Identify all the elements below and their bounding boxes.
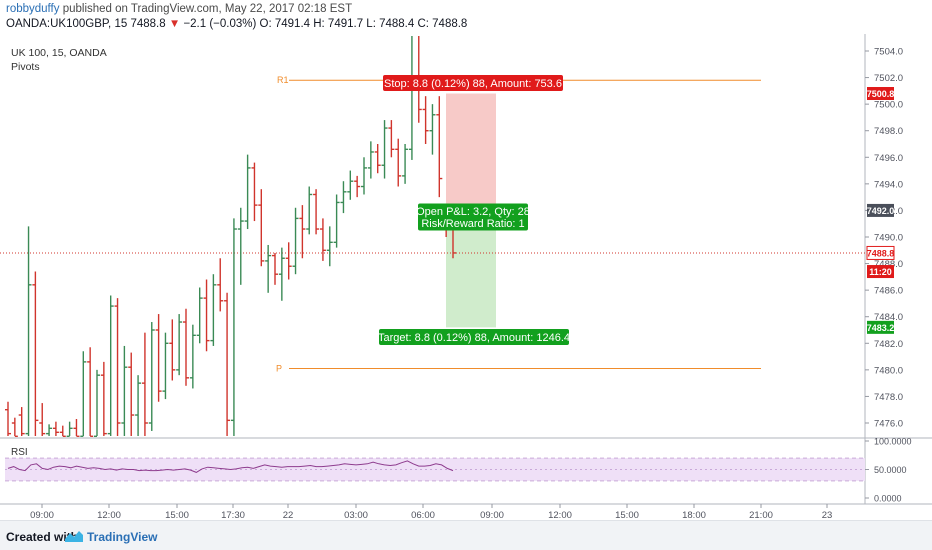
symbol-line: OANDA:UK100GBP, 15 7488.8 ▼ −2.1 (−0.03%… — [6, 18, 467, 30]
time-tick-label: 23 — [822, 510, 833, 520]
price-chart[interactable]: 7504.0 7502.0 7500.0 7498.0 7496.0 7494.0 7492… — [0, 34, 932, 520]
symbol-name: OANDA:UK100GBP, 15 — [6, 18, 128, 30]
stop-label-box[interactable] — [383, 75, 563, 91]
price-badge-entry — [867, 203, 894, 217]
price-badge-last — [866, 245, 895, 260]
tradingview-logo-icon — [65, 531, 83, 542]
price-tick-label: 7504.0 — [874, 47, 903, 58]
time-tick-label: 12:00 — [548, 510, 572, 520]
target-label-text: Target: 8.8 (0.12%) 88, Amount: 1246.4 — [378, 332, 570, 344]
price-tick-label: 7500.0 — [874, 100, 903, 111]
publication-line: robbyduffy published on TradingView.com,… — [6, 3, 352, 15]
price-tick-label: 7502.0 — [874, 73, 903, 84]
price-tick-label: 7498.0 — [874, 126, 903, 137]
publication-header: robbyduffy published on TradingView.com,… — [0, 0, 932, 34]
price-tick-label: 7488.0 — [874, 259, 903, 270]
pnl-label-text: Open P&L: 3.2, Qty: 28 — [416, 206, 530, 218]
tradingview-brand[interactable]: TradingView — [87, 530, 158, 544]
rsi-label[interactable]: RSI — [11, 447, 28, 458]
price-badge-text-target: 7483.2 — [867, 323, 895, 333]
price-tick-label: 7486.0 — [874, 286, 903, 297]
price-tick-label: 7496.0 — [874, 153, 903, 164]
price-tick-label: 7490.0 — [874, 233, 903, 244]
price-badge-countdown — [867, 265, 894, 279]
rsi-tick-label: 0.0000 — [874, 494, 902, 504]
price-change: −2.1 (−0.03%) — [183, 18, 257, 30]
stop-zone[interactable] — [446, 93, 496, 211]
change-down-icon: ▼ — [168, 18, 181, 30]
price-tick-label: 7494.0 — [874, 179, 903, 190]
price-tick-label: 7478.0 — [874, 392, 903, 403]
price-badge-text-last: 7488.8 — [867, 248, 895, 258]
time-tick-label: 21:00 — [749, 510, 773, 520]
legend-title: UK 100, 15, OANDA — [11, 47, 107, 59]
price-badge-text-stop: 7500.8 — [867, 89, 895, 99]
price-badge-target — [867, 320, 894, 334]
pivot-label-p: P — [276, 364, 282, 374]
price-tick-label: 7482.0 — [874, 339, 903, 350]
author-link[interactable]: robbyduffy — [6, 3, 60, 15]
time-tick-label: 09:00 — [30, 510, 54, 520]
pnl-label-text: Risk/Reward Ratio: 1 — [421, 218, 524, 230]
time-tick-label: 06:00 — [411, 510, 435, 520]
time-tick-label: 17:30 — [221, 510, 245, 520]
published-text: published on TradingView.com, May 22, 20… — [62, 3, 353, 15]
rsi-line[interactable] — [7, 460, 454, 473]
time-tick-label: 15:00 — [615, 510, 639, 520]
time-tick-label: 18:00 — [682, 510, 706, 520]
chart-legend: UK 100, 15, OANDA Pivots — [11, 46, 107, 74]
pnl-label-box[interactable] — [418, 203, 528, 231]
rsi-tick-label: 50.0000 — [874, 465, 907, 475]
price-tick-label: 7484.0 — [874, 312, 903, 323]
price-badge-text-entry: 7492.0 — [867, 206, 895, 216]
time-tick-label: 09:00 — [480, 510, 504, 520]
created-with-text: Created with — [6, 530, 79, 544]
chart-area[interactable]: 7504.0 7502.0 7500.0 7498.0 7496.0 7494.0 7492… — [0, 34, 932, 520]
price-badge-text-countdown: 11:20 — [869, 267, 892, 277]
price-badge-stop — [867, 87, 894, 101]
price-tick-label: 7476.0 — [874, 419, 903, 430]
rsi-tick-label: 100.0000 — [874, 437, 912, 447]
time-tick-label: 15:00 — [165, 510, 189, 520]
legend-indicator[interactable]: Pivots — [11, 61, 40, 73]
target-label-box[interactable] — [379, 329, 569, 345]
time-tick-label: 03:00 — [344, 510, 368, 520]
ohlc-values: O: 7491.4 H: 7491.7 L: 7488.4 C: 7488.8 — [259, 18, 468, 30]
price-tick-label: 7480.0 — [874, 365, 903, 376]
footer-bar: Created with TradingView — [0, 520, 932, 550]
stop-label-text: Stop: 8.8 (0.12%) 88, Amount: 753.6 — [384, 78, 562, 90]
time-tick-label: 12:00 — [97, 510, 121, 520]
pivot-label-r1: R1 — [277, 75, 289, 85]
last-price: 7488.8 — [130, 18, 166, 30]
time-tick-label: 22 — [283, 510, 294, 520]
